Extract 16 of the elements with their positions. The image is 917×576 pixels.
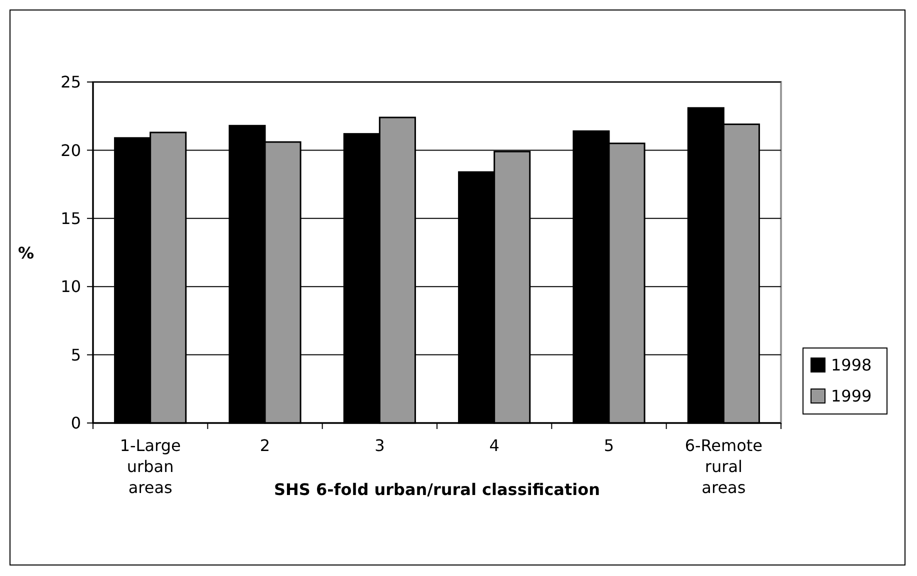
y-tick-label: 25	[60, 72, 81, 92]
y-tick-label: 20	[60, 140, 81, 160]
x-tick-label: 3	[374, 436, 385, 455]
legend-label: 1998	[831, 356, 872, 375]
y-axis-title: %	[18, 244, 34, 262]
y-tick-label: 10	[60, 277, 81, 296]
y-tick-label: 5	[70, 345, 81, 364]
y-tick-label: 0	[70, 414, 81, 433]
x-tick-label: 5	[604, 436, 614, 455]
x-tick-label: 1-Large urban areas	[120, 436, 181, 497]
x-tick-label: 2	[260, 436, 270, 455]
x-tick-label: 6-Remote rural areas	[684, 436, 763, 497]
y-tick-label: 15	[60, 209, 81, 228]
legend-label: 1999	[831, 386, 872, 406]
x-axis-title: SHS 6-fold urban/rural classification	[274, 480, 600, 499]
x-tick-label: 4	[489, 436, 500, 455]
